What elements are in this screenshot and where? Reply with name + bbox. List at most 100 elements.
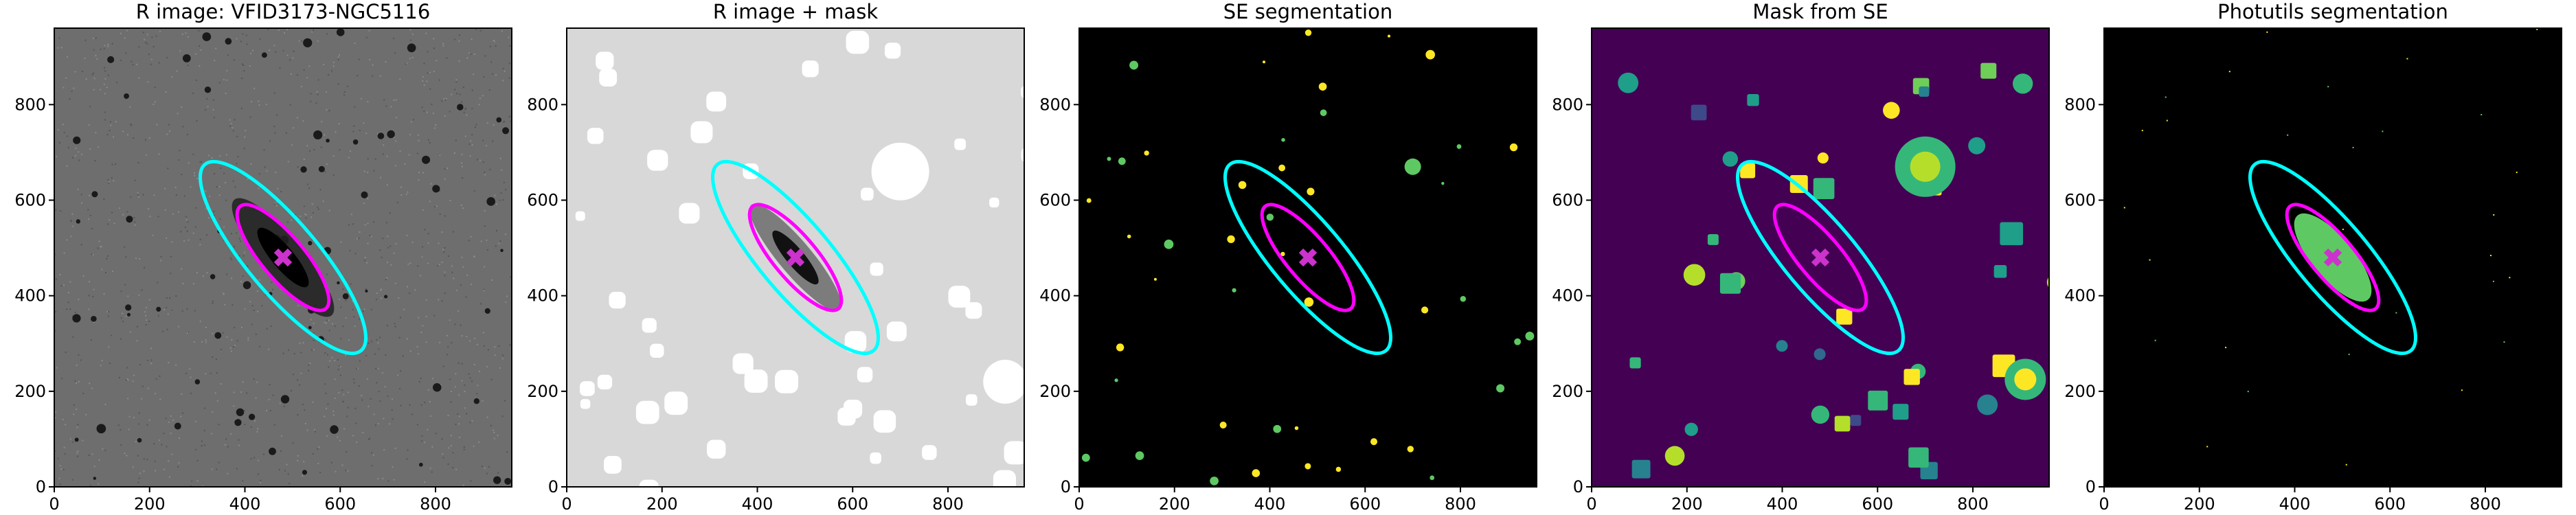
mask-blob	[954, 138, 967, 150]
segment	[1232, 288, 1236, 293]
noise	[447, 354, 449, 356]
noise	[233, 346, 235, 348]
noise	[275, 51, 277, 53]
mask-blob	[1021, 148, 1024, 162]
noise	[440, 384, 442, 386]
noise	[470, 140, 472, 142]
noise	[273, 126, 275, 128]
noise	[205, 207, 207, 209]
noise	[78, 354, 80, 356]
noise	[91, 253, 93, 255]
noise	[327, 73, 329, 76]
noise	[306, 145, 308, 147]
noise	[77, 450, 79, 453]
noise	[466, 57, 468, 59]
mask-blob	[873, 410, 896, 433]
segment	[1304, 297, 1314, 307]
noise	[125, 52, 127, 54]
star	[204, 86, 212, 93]
noise	[308, 187, 310, 190]
noise	[250, 163, 252, 165]
noise	[411, 413, 414, 415]
noise	[218, 424, 220, 426]
noise	[81, 153, 83, 155]
noise	[313, 349, 315, 351]
noise	[493, 429, 495, 431]
noise	[243, 148, 245, 150]
noise	[278, 29, 280, 31]
noise	[502, 67, 504, 69]
noise	[134, 179, 136, 181]
noise	[208, 154, 210, 157]
noise	[111, 163, 113, 165]
noise	[76, 364, 78, 366]
noise	[479, 370, 481, 372]
noise	[316, 91, 318, 93]
star	[330, 425, 339, 434]
noise	[424, 442, 426, 444]
noise	[441, 300, 443, 302]
mask-blob	[732, 353, 754, 374]
noise	[212, 300, 214, 302]
noise	[129, 106, 131, 108]
x-tick-label: 200	[134, 494, 166, 514]
noise	[377, 342, 379, 344]
mask-blob	[2014, 368, 2037, 391]
noise	[358, 385, 360, 387]
noise	[376, 292, 378, 294]
noise	[223, 79, 225, 81]
noise	[493, 437, 495, 439]
segment	[2481, 113, 2483, 115]
noise	[251, 305, 253, 307]
noise	[313, 332, 315, 334]
noise	[253, 457, 256, 459]
noise	[342, 325, 344, 328]
y-tick-label: 400	[2064, 286, 2096, 306]
noise	[100, 245, 102, 247]
noise	[87, 209, 89, 211]
segment	[1514, 338, 1522, 345]
noise	[269, 140, 271, 142]
noise	[137, 481, 139, 483]
noise	[245, 130, 247, 132]
noise	[62, 124, 64, 126]
noise	[302, 342, 304, 344]
noise	[240, 391, 242, 393]
mask-blob	[647, 150, 668, 171]
noise	[461, 380, 463, 382]
noise	[57, 128, 59, 130]
mask-blob	[580, 381, 595, 396]
noise	[189, 368, 191, 370]
noise	[186, 308, 188, 310]
noise	[113, 136, 115, 138]
y-tick-label: 800	[1552, 95, 1583, 114]
noise	[92, 253, 94, 255]
noise	[108, 310, 110, 312]
noise	[306, 77, 308, 79]
noise	[207, 106, 209, 108]
noise	[135, 258, 137, 260]
noise	[167, 168, 169, 170]
noise	[60, 47, 63, 49]
noise	[258, 187, 260, 190]
noise	[88, 308, 90, 310]
noise	[421, 435, 423, 437]
panel-title: Mask from SE	[1752, 0, 1888, 23]
noise	[134, 224, 136, 226]
noise	[230, 122, 232, 124]
noise	[496, 203, 498, 205]
noise	[385, 105, 387, 107]
noise	[464, 385, 466, 387]
noise	[131, 124, 133, 126]
noise	[342, 400, 344, 402]
noise	[394, 282, 396, 284]
noise	[120, 32, 122, 34]
mask-blob	[861, 187, 874, 201]
noise	[238, 255, 240, 257]
noise	[93, 288, 95, 290]
noise	[510, 120, 512, 122]
noise	[177, 211, 179, 213]
noise	[115, 121, 117, 123]
y-tick-label: 200	[14, 382, 46, 401]
